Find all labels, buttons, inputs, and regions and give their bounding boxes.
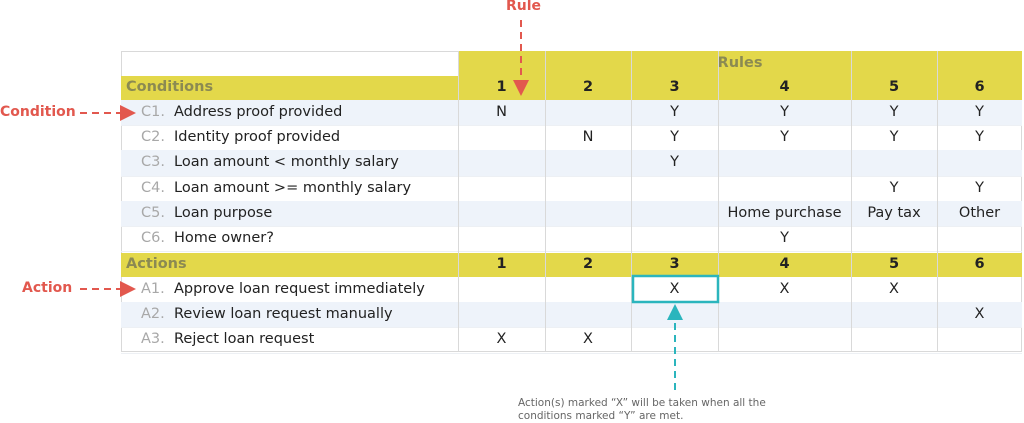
rule-number: 2 xyxy=(582,79,594,95)
row-code: A3. xyxy=(141,331,165,348)
row-label: Home owner? xyxy=(174,230,274,246)
row-line xyxy=(121,352,1022,354)
row-line xyxy=(121,125,1022,127)
rule-number: 5 xyxy=(888,256,900,272)
highlight-box xyxy=(631,274,720,304)
cell: Y xyxy=(670,104,679,120)
row-bg xyxy=(121,100,1022,126)
condition-annotation: Condition xyxy=(0,104,76,120)
cell: Y xyxy=(780,230,789,246)
column-divider xyxy=(545,51,546,352)
note: Action(s) marked “X” will be taken when … xyxy=(518,397,766,423)
row-code: A1. xyxy=(141,281,165,297)
row-code: C6. xyxy=(141,230,165,246)
cell: Y xyxy=(780,129,789,146)
rule-number: 6 xyxy=(974,256,985,272)
row-bg xyxy=(121,150,1022,176)
note-line: Action(s) marked “X” will be taken when … xyxy=(518,397,766,409)
rule-number: 4 xyxy=(779,256,790,272)
row-line xyxy=(121,175,1022,177)
cell: Y xyxy=(975,129,984,146)
row-code: C5. xyxy=(141,204,165,221)
rule-number: 3 xyxy=(669,256,680,272)
section-bg xyxy=(121,253,1022,277)
action-annotation: Action xyxy=(22,280,73,296)
rules-header: Rules xyxy=(717,55,763,71)
section-header: Conditions xyxy=(126,79,214,95)
section-bg xyxy=(121,76,1022,100)
rule-number: 3 xyxy=(669,79,680,95)
row-label: Reject loan request xyxy=(174,331,315,348)
cell: Y xyxy=(670,129,679,146)
cell: Y xyxy=(889,179,899,196)
row-label: Address proof provided xyxy=(174,104,343,120)
cell: Y xyxy=(670,154,679,171)
cell: X xyxy=(669,281,680,297)
cell: X xyxy=(889,281,899,297)
rule-annotation: Rule xyxy=(506,0,542,14)
rule-number: 5 xyxy=(888,79,900,95)
cell: Y xyxy=(975,104,984,120)
rule-number: 4 xyxy=(779,79,790,95)
cell: Other xyxy=(958,204,1001,221)
cell: Y xyxy=(889,129,899,146)
cell: X xyxy=(583,331,593,348)
cell: Home purchase xyxy=(727,204,842,221)
row-bg xyxy=(121,200,1022,226)
row-bg xyxy=(121,302,1022,328)
column-divider xyxy=(718,51,719,352)
cell: Y xyxy=(975,179,984,196)
section-header: Actions xyxy=(126,256,187,272)
row-label: Loan purpose xyxy=(174,204,273,221)
row-code: C2. xyxy=(141,129,165,146)
row-label: Identity proof provided xyxy=(174,129,341,146)
cell: X xyxy=(974,306,985,323)
row-line xyxy=(121,327,1022,329)
cell: Y xyxy=(889,104,899,120)
row-code: C1. xyxy=(141,104,165,120)
column-divider xyxy=(851,51,852,352)
row-label: Approve loan request immediately xyxy=(174,281,425,297)
cell: X xyxy=(496,331,507,348)
column-divider xyxy=(458,51,459,352)
row-label: Loan amount >= monthly salary xyxy=(174,179,412,196)
cell: N xyxy=(582,129,594,146)
rule-number: 1 xyxy=(496,79,507,95)
row-line xyxy=(121,226,1022,227)
column-divider xyxy=(937,51,938,352)
cell: N xyxy=(496,104,507,120)
row-label: Review loan request manually xyxy=(174,306,393,323)
column-divider xyxy=(631,51,632,352)
rules-header-bg xyxy=(458,51,1022,76)
row-code: C4. xyxy=(141,179,165,196)
row-line xyxy=(121,251,1022,253)
note-line: conditions marked “Y” are met. xyxy=(518,410,684,422)
cell: Y xyxy=(780,104,789,120)
rule-number: 6 xyxy=(974,79,985,95)
cell: Pay tax xyxy=(867,204,921,221)
cell: X xyxy=(779,281,790,297)
row-label: Loan amount < monthly salary xyxy=(174,154,399,171)
rule-number: 1 xyxy=(496,256,507,272)
row-code: A2. xyxy=(141,306,165,323)
row-code: C3. xyxy=(141,154,165,171)
rule-number: 2 xyxy=(582,256,594,272)
